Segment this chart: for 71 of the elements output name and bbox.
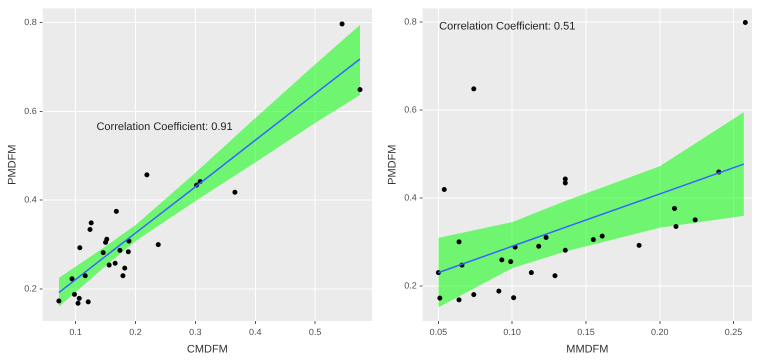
point	[232, 190, 238, 195]
point	[358, 87, 363, 92]
point	[76, 296, 82, 301]
annotation: Correlation Coefficient: 0.51	[439, 20, 576, 33]
point	[82, 273, 88, 278]
point	[456, 297, 462, 302]
point	[672, 206, 678, 211]
x-tick-label: 0.20	[650, 326, 669, 337]
point	[536, 244, 542, 249]
y-tick-label: 0.6	[404, 104, 417, 114]
point	[88, 220, 94, 226]
point	[508, 259, 514, 264]
point	[56, 298, 62, 304]
x-tick-label: 0.15	[577, 326, 595, 337]
point	[340, 21, 345, 26]
point	[437, 296, 442, 301]
y-tick-label: 0.8	[24, 17, 37, 28]
point	[114, 208, 119, 214]
point	[511, 295, 516, 300]
x-axis-title: CMDFM	[186, 343, 228, 356]
y-tick-label: 0.6	[24, 106, 37, 116]
annotation: Correlation Coefficient: 0.91	[96, 121, 233, 134]
point	[600, 234, 605, 239]
point	[590, 237, 596, 242]
point	[562, 176, 568, 182]
point	[442, 187, 447, 192]
y-tick-label: 0.4	[404, 192, 417, 202]
x-tick-label: 0.5	[308, 326, 322, 337]
point	[144, 172, 150, 178]
y-tick-label: 0.2	[24, 284, 37, 294]
point	[117, 248, 122, 253]
x-tick-label: 0.10	[503, 326, 521, 337]
point	[126, 249, 131, 254]
point	[156, 242, 161, 248]
x-tick-label: 0.05	[430, 326, 448, 337]
point	[76, 300, 81, 306]
point	[552, 273, 558, 278]
y-tick-label: 0.2	[404, 280, 417, 290]
point	[636, 242, 642, 248]
x-tick-label: 0.3	[189, 326, 202, 337]
point	[673, 224, 678, 229]
point	[692, 217, 698, 222]
point	[456, 239, 462, 244]
point	[742, 20, 748, 25]
y-tick-label: 0.8	[404, 16, 417, 27]
point	[499, 257, 504, 262]
point	[77, 245, 82, 250]
x-tick-label: 0.2	[129, 326, 142, 337]
point	[86, 299, 91, 304]
point	[471, 86, 476, 92]
point	[88, 227, 93, 232]
point	[122, 266, 128, 271]
point	[104, 236, 110, 242]
point	[562, 248, 568, 253]
x-axis-title: MMDFM	[566, 343, 608, 356]
x-tick-label: 0.4	[248, 326, 262, 337]
y-tick-label: 0.4	[24, 194, 37, 205]
y-axis-title: PMDFM	[386, 144, 399, 185]
point	[112, 260, 118, 266]
point	[70, 276, 75, 282]
point	[528, 270, 534, 276]
point	[496, 288, 502, 294]
point	[100, 250, 106, 256]
x-tick-label: 0.1	[69, 326, 82, 337]
y-axis-title: PMDFM	[6, 144, 19, 185]
point	[120, 273, 126, 278]
point	[72, 292, 77, 297]
point	[471, 292, 476, 298]
x-tick-label: 0.25	[724, 326, 742, 337]
point	[106, 262, 112, 268]
point	[544, 234, 549, 240]
